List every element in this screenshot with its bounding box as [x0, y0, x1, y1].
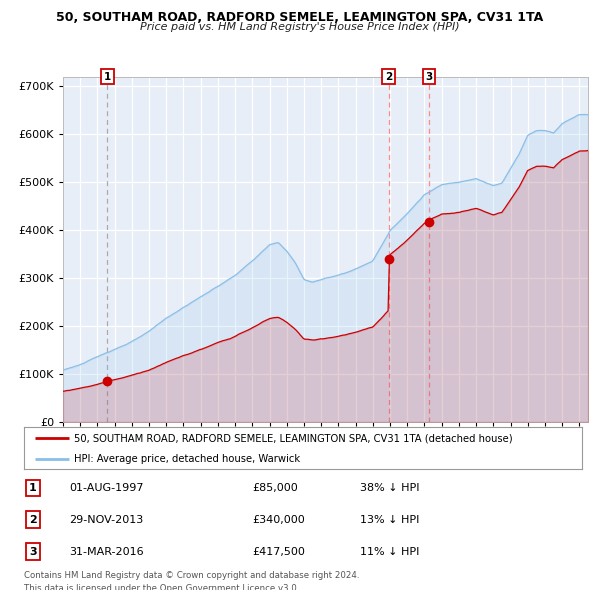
Text: Price paid vs. HM Land Registry's House Price Index (HPI): Price paid vs. HM Land Registry's House …: [140, 22, 460, 32]
Text: 50, SOUTHAM ROAD, RADFORD SEMELE, LEAMINGTON SPA, CV31 1TA: 50, SOUTHAM ROAD, RADFORD SEMELE, LEAMIN…: [56, 11, 544, 24]
Text: 31-MAR-2016: 31-MAR-2016: [69, 547, 143, 556]
Text: 2: 2: [385, 72, 392, 81]
Text: 11% ↓ HPI: 11% ↓ HPI: [360, 547, 419, 556]
Text: £85,000: £85,000: [252, 483, 298, 493]
Text: 50, SOUTHAM ROAD, RADFORD SEMELE, LEAMINGTON SPA, CV31 1TA (detached house): 50, SOUTHAM ROAD, RADFORD SEMELE, LEAMIN…: [74, 433, 513, 443]
Text: 1: 1: [29, 483, 37, 493]
Text: £417,500: £417,500: [252, 547, 305, 556]
Text: 01-AUG-1997: 01-AUG-1997: [69, 483, 143, 493]
Text: 3: 3: [29, 547, 37, 556]
Text: 2: 2: [29, 515, 37, 525]
Text: Contains HM Land Registry data © Crown copyright and database right 2024.: Contains HM Land Registry data © Crown c…: [24, 571, 359, 579]
Text: £340,000: £340,000: [252, 515, 305, 525]
Text: 3: 3: [425, 72, 433, 81]
Text: 13% ↓ HPI: 13% ↓ HPI: [360, 515, 419, 525]
Text: HPI: Average price, detached house, Warwick: HPI: Average price, detached house, Warw…: [74, 454, 301, 464]
Text: This data is licensed under the Open Government Licence v3.0.: This data is licensed under the Open Gov…: [24, 584, 299, 590]
Text: 38% ↓ HPI: 38% ↓ HPI: [360, 483, 419, 493]
Text: 29-NOV-2013: 29-NOV-2013: [69, 515, 143, 525]
Text: 1: 1: [104, 72, 111, 81]
